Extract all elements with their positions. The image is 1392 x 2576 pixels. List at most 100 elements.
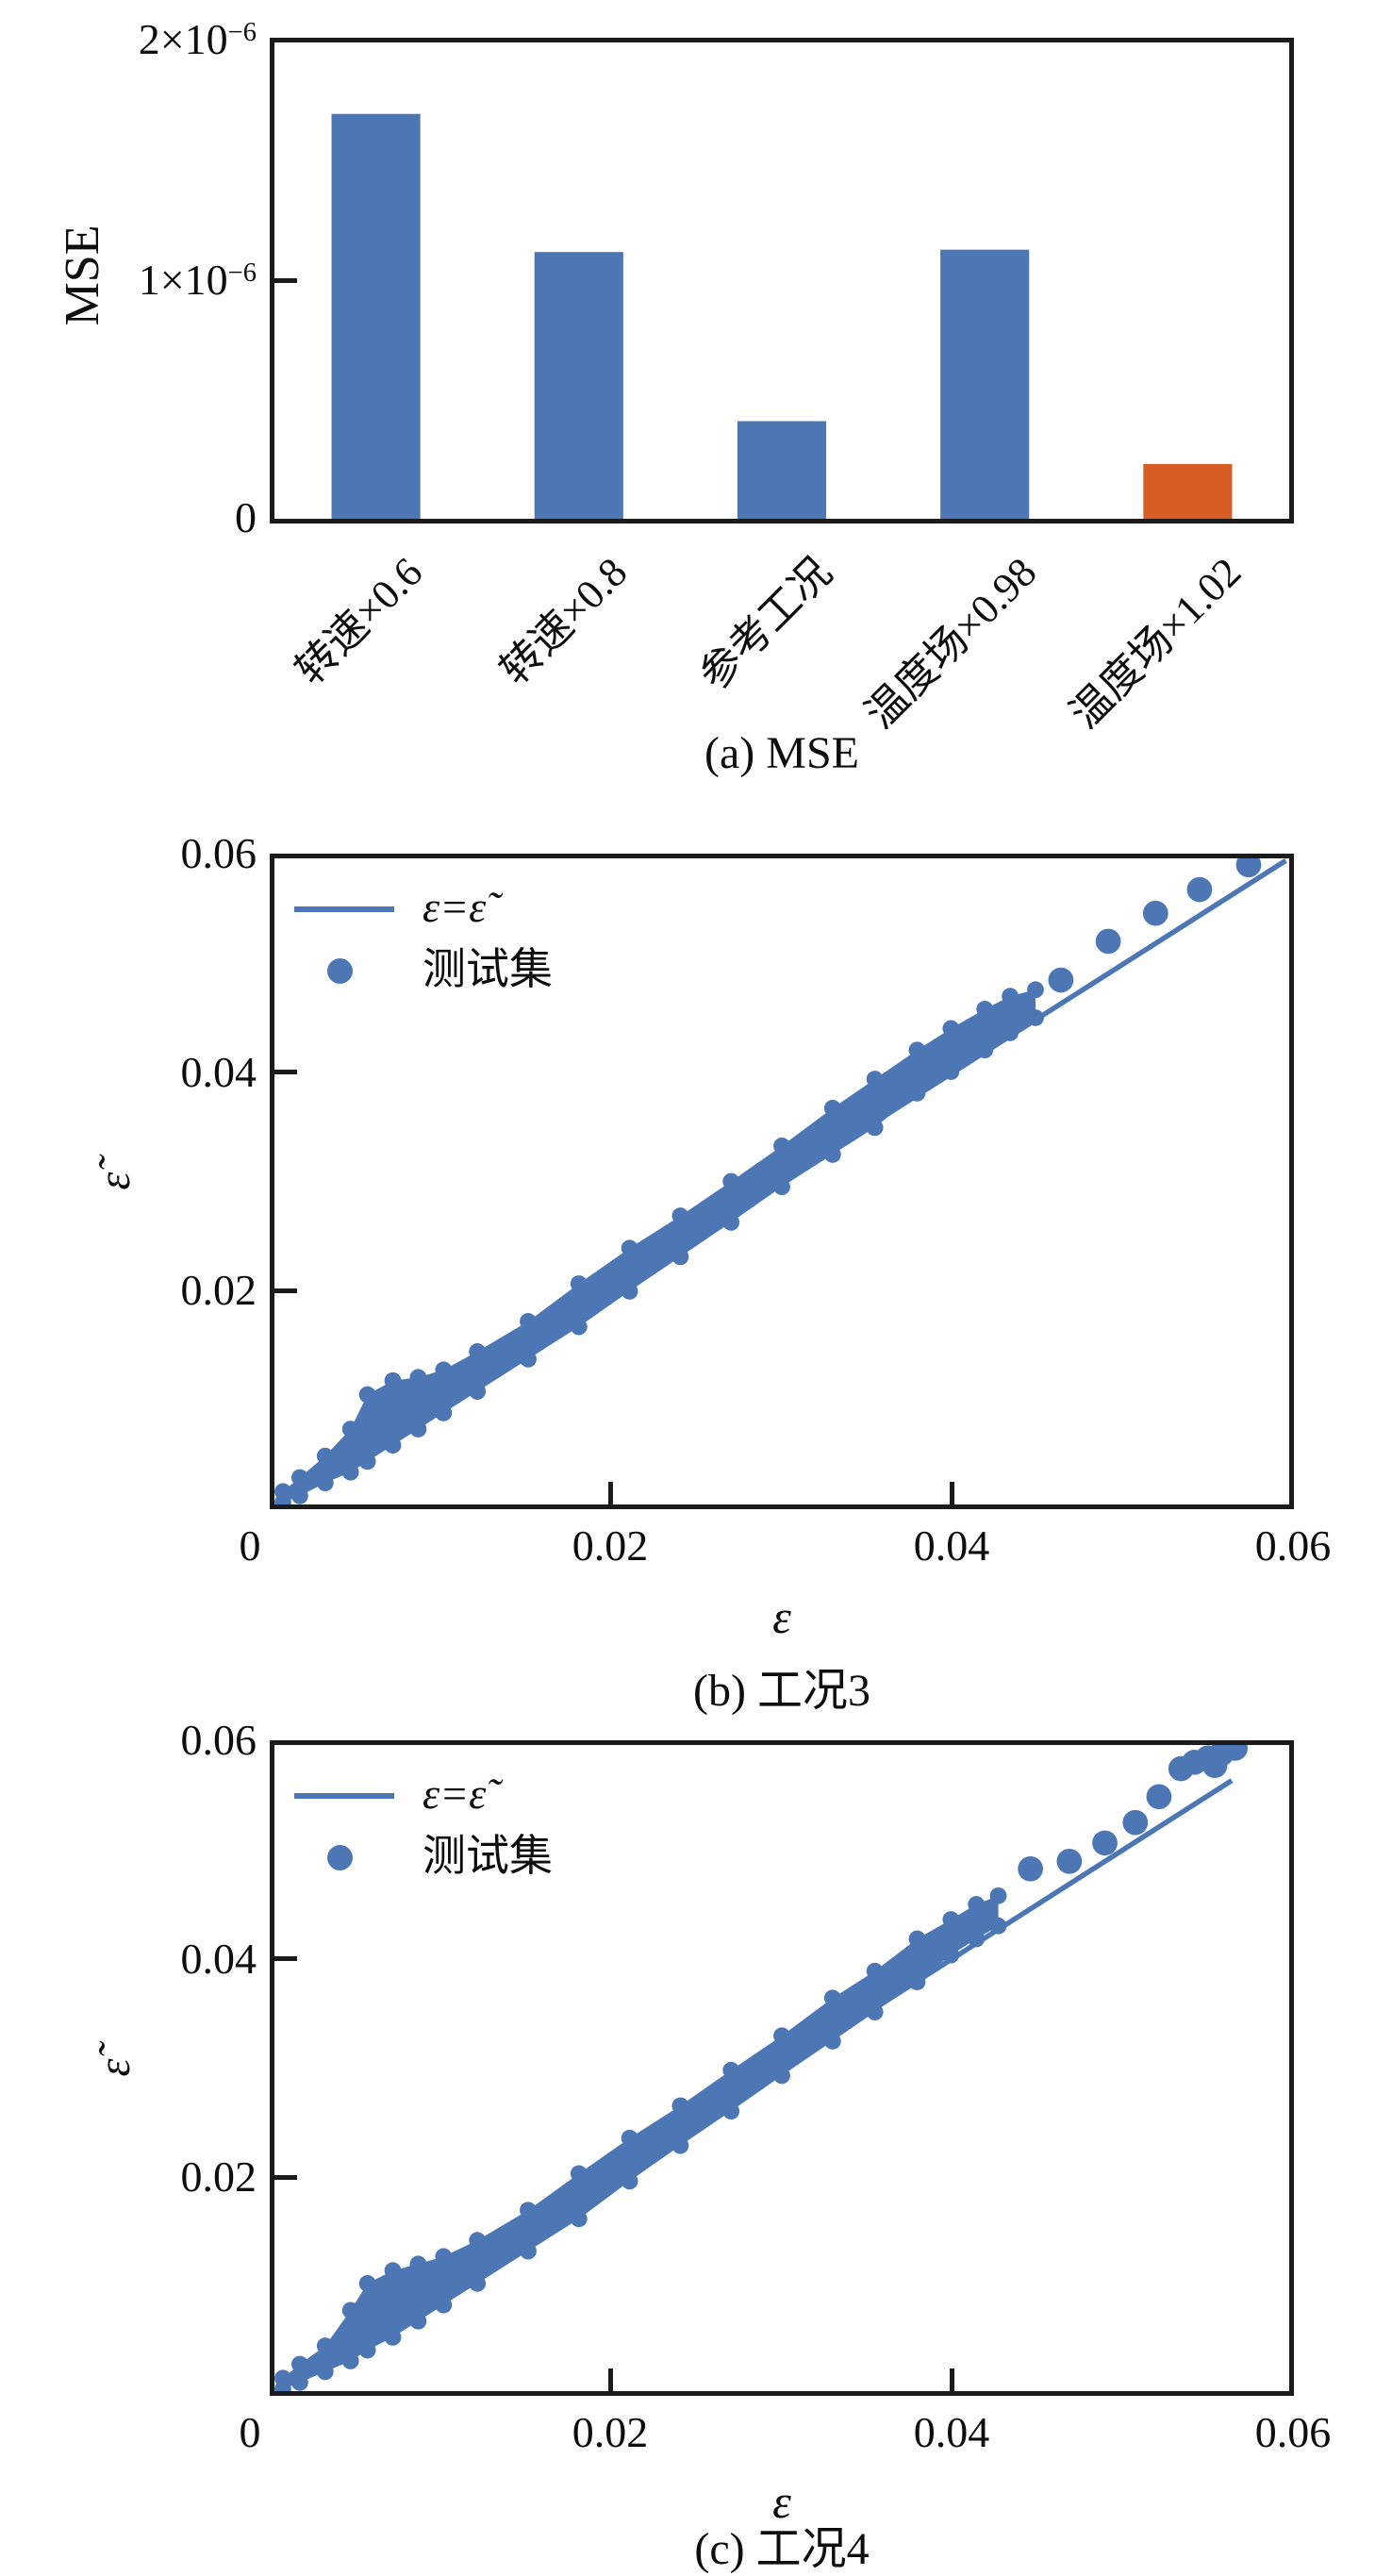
band-edge-dot-upper-3 [341,1421,359,1438]
band-edge-dot-upper-2 [316,1447,334,1465]
band-edge-dot-upper-16 [866,1071,884,1088]
panel-c-xtick-002: 0.02 [572,2408,649,2456]
panel-b-ytick-mark-004 [274,1070,297,1074]
panel-c-ytick-006: 0.06 [180,1716,257,1764]
panel-a-category-label-1: 转速×0.6 [287,548,432,694]
band-edge-dot-lower-2 [316,1474,334,1492]
band-edge-dot-lower-17 [908,1973,926,1991]
panel-c-ytick-002: 0.02 [180,2152,257,2201]
band-edge-dot-upper-1 [290,2355,308,2373]
band-edge-dot-lower-1 [290,2373,308,2391]
bar-转速×0.8 [534,252,623,519]
panel-a-ytick-mark-1e-6 [274,278,297,283]
panel-a-category-label-2: 转速×0.8 [491,548,637,694]
panel-b-legend-line-swatch [294,906,394,912]
band-edge-dot-upper-7 [435,1361,453,1379]
band-edge-dot-lower-2 [316,2363,334,2381]
panel-b-legend-dot-swatch [327,958,353,984]
panel-a-bar-svg [331,113,1233,519]
band-edge-dot-upper-12 [671,1207,689,1224]
band-edge-dot-upper-16 [866,1962,884,1980]
test-point-9 [1222,1745,1248,1761]
test-point-4 [1235,858,1262,878]
panel-a-y-axis-title: MSE [55,224,109,326]
band-edge-dot-upper-6 [409,1369,427,1387]
band-edge-dot-upper-10 [570,2165,588,2183]
test-point-3 [1186,876,1213,903]
band-edge-dot-upper-9 [520,1313,537,1330]
panel-a-ytick-2e-6: 2×10−6 [139,15,257,64]
panel-b-ytick-006: 0.06 [180,829,257,877]
band-edge-dot-lower-17 [908,1085,926,1102]
panel-a-ytick-2e-6-exponent: −6 [227,17,257,47]
band-edge-dot-lower-18 [942,1063,960,1080]
band-edge-dot-upper-8 [469,1343,487,1360]
band-edge-dot-upper-1 [290,1469,308,1487]
panel-c-legend-dot-swatch [327,1845,353,1870]
panel-a-ytick-1e-6-base: 1×10 [138,256,228,304]
band-edge-dot-lower-8 [469,1383,487,1400]
band-edge-dot-upper-14 [773,1137,790,1155]
panel-a-plot-area [270,38,1294,524]
panel-b-legend-line-label: ε=ε̃ [423,883,487,931]
panel-c-xtick-mark-004 [950,2368,954,2391]
band-edge-dot-upper-18 [942,1020,960,1038]
bar-参考工况 [737,421,827,519]
band-edge-dot-upper-14 [773,2027,790,2045]
panel-b-y-axis-title: ε̃ [90,1172,141,1190]
band-edge-dot-lower-0 [274,1493,291,1504]
panel-c-caption: (c) 工况4 [694,2524,870,2574]
band-edge-dot-upper-2 [316,2337,334,2354]
panel-c-legend-dot-label: 测试集 [423,1832,553,1880]
band-edge-dot-lower-6 [409,2312,427,2330]
panel-a-ytick-1e-6: 1×10−6 [139,256,257,305]
band-edge-dot-upper-20 [1002,988,1019,1005]
band-edge-dot-upper-21 [1027,981,1044,999]
panel-b-ytick-004: 0.04 [180,1048,257,1096]
panel-a-category-label-5: 温度场×1.02 [1061,548,1251,738]
band-edge-dot-lower-9 [520,2242,537,2260]
test-point-3 [1122,1809,1149,1836]
panel-c-xtick-mark-002 [608,2368,613,2391]
test-point-0 [1048,967,1074,993]
band-edge-dot-lower-1 [290,1487,308,1504]
test-set-dense-band [283,989,1036,1503]
band-edge-dot-lower-7 [435,1404,453,1421]
band-edge-dot-upper-9 [520,2202,537,2219]
band-edge-dot-lower-5 [384,2329,402,2346]
panel-b-xtick-0: 0 [239,1521,261,1570]
bar-温度场×1.02 [1143,463,1233,519]
band-edge-dot-lower-5 [384,1437,402,1454]
test-point-1 [1095,928,1121,955]
panel-b-xtick-mark-004 [950,1482,954,1504]
test-point-2 [1092,1830,1118,1856]
test-set-dense-band [283,1895,999,2389]
panel-b-ytick-mark-002 [274,1288,297,1293]
panel-c-ytick-004: 0.04 [180,1935,257,1983]
band-edge-dot-upper-10 [570,1275,588,1292]
band-edge-dot-upper-20 [989,1886,1007,1904]
band-edge-dot-lower-20 [1002,1024,1019,1041]
band-edge-dot-lower-6 [409,1421,427,1438]
panel-b-xtick-004: 0.04 [913,1521,990,1570]
test-point-4 [1146,1784,1172,1810]
band-edge-dot-lower-19 [976,1041,994,1059]
band-edge-dot-upper-6 [409,2255,427,2273]
test-point-0 [1018,1855,1043,1882]
panel-c-ytick-mark-004 [274,1956,297,1961]
band-edge-dot-upper-5 [384,1371,402,1389]
test-point-10 [1201,1753,1228,1778]
band-edge-dot-lower-18 [942,1946,960,1964]
panel-b-plot-area [270,854,1294,1509]
band-edge-dot-upper-8 [469,2232,487,2250]
band-edge-dot-upper-17 [908,1041,926,1059]
band-edge-dot-upper-4 [358,1386,376,1404]
band-edge-dot-lower-20 [989,1917,1007,1935]
band-edge-dot-upper-18 [942,1911,960,1928]
band-edge-dot-lower-15 [823,2033,841,2050]
band-edge-dot-upper-4 [358,2274,376,2292]
band-edge-dot-lower-12 [671,1248,689,1266]
band-edge-dot-lower-21 [1027,1009,1044,1026]
band-edge-dot-upper-11 [621,1239,638,1257]
